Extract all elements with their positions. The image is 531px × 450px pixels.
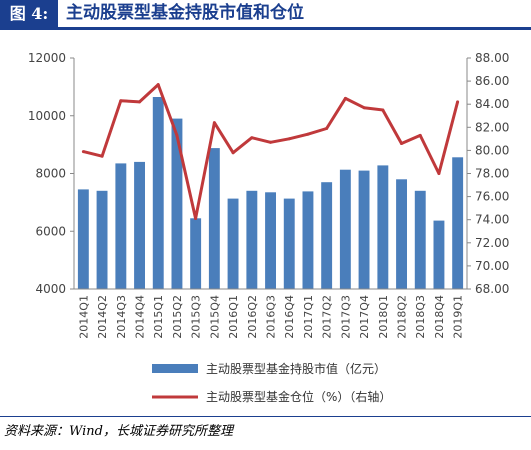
line-point	[156, 83, 160, 87]
x-tick-label: 2018Q2	[396, 295, 409, 339]
line-point	[437, 172, 441, 175]
line-point	[175, 133, 179, 137]
line-point	[287, 137, 291, 141]
bar	[77, 189, 89, 289]
line-point	[362, 106, 366, 110]
x-tick-label: 2015Q2	[171, 295, 184, 339]
line-point	[381, 108, 385, 112]
bar	[246, 190, 258, 289]
line-point	[81, 150, 85, 154]
right-tick-label: 82.00	[475, 120, 509, 134]
bar	[96, 190, 108, 289]
line-point	[456, 100, 460, 104]
line-point	[231, 151, 235, 155]
bar	[377, 165, 389, 289]
left-tick-label: 12000	[28, 51, 66, 65]
x-tick-label: 2017Q4	[358, 295, 371, 339]
bar	[134, 161, 145, 289]
figure-title: 主动股票型基金持股市值和仓位	[66, 3, 304, 23]
x-tick-label: 2015Q3	[190, 295, 203, 339]
right-tick-label: 86.00	[475, 74, 509, 88]
bar	[190, 218, 202, 289]
bar	[152, 97, 164, 289]
right-tick-label: 76.00	[475, 190, 509, 204]
bar	[208, 148, 220, 289]
bar	[433, 220, 445, 289]
bar	[321, 182, 333, 289]
right-tick-label: 74.00	[475, 213, 509, 227]
legend-line-label: 主动股票型基金仓位（%）（右轴）	[206, 389, 391, 404]
source-divider	[0, 416, 531, 417]
x-tick-label: 2017Q3	[339, 295, 352, 339]
left-tick-label: 10000	[28, 109, 66, 123]
right-tick-label: 88.00	[475, 51, 509, 65]
x-tick-label: 2018Q3	[414, 295, 427, 339]
legend-bar-label: 主动股票型基金持股市值（亿元）	[206, 361, 386, 376]
x-tick-label: 2015Q1	[152, 295, 165, 339]
line-point	[119, 99, 123, 103]
line-point	[269, 140, 272, 144]
line-point	[418, 133, 422, 137]
x-tick-label: 2018Q1	[377, 295, 390, 339]
x-tick-label: 2018Q4	[433, 295, 446, 339]
right-tick-label: 68.00	[475, 282, 509, 296]
left-tick-label: 8000	[35, 167, 66, 181]
bar	[358, 170, 370, 289]
x-tick-label: 2016Q2	[246, 295, 259, 339]
bar	[283, 198, 295, 289]
x-tick-label: 2016Q4	[283, 295, 296, 339]
bar	[115, 163, 127, 289]
x-tick-label: 2014Q3	[115, 295, 128, 339]
right-tick-label: 78.00	[475, 167, 509, 181]
bar	[339, 169, 351, 289]
bar	[302, 191, 314, 289]
right-tick-label: 72.00	[475, 236, 509, 250]
x-tick-label: 2014Q4	[134, 295, 147, 339]
bar	[452, 157, 464, 289]
legend-bar-swatch	[152, 364, 198, 373]
line-point	[194, 217, 198, 220]
line-point	[306, 132, 310, 136]
x-tick-label: 2014Q2	[96, 295, 109, 339]
left-tick-label: 4000	[35, 282, 66, 296]
right-tick-label: 80.00	[475, 143, 509, 157]
figure-header: 图 4: 主动股票型基金持股市值和仓位	[0, 0, 531, 30]
line-point	[343, 96, 347, 100]
bar	[414, 190, 426, 289]
bar	[265, 192, 276, 289]
x-tick-label: 2017Q2	[321, 295, 334, 339]
x-tick-label: 2017Q1	[302, 295, 315, 339]
source-note: 资料来源：Wind，长城证券研究所整理	[4, 424, 233, 439]
line-point	[400, 142, 403, 145]
left-tick-label: 6000	[35, 224, 66, 238]
figure-label: 图 4:	[0, 0, 58, 27]
line-point	[138, 100, 141, 104]
line-point	[212, 121, 216, 125]
combo-chart: 4000 6000 8000 10000 12000 68.00 70.00 72.00 74.…	[28, 51, 510, 404]
x-tick-label: 2016Q1	[227, 295, 240, 339]
right-tick-label: 84.00	[475, 97, 509, 111]
x-tick-label: 2015Q4	[208, 295, 221, 339]
x-tick-label: 2014Q1	[77, 295, 90, 339]
line-point	[100, 154, 104, 158]
right-tick-label: 70.00	[475, 259, 509, 273]
line-point	[250, 136, 254, 140]
bar	[227, 198, 239, 289]
x-tick-label: 2019Q1	[452, 295, 465, 339]
line-point	[325, 127, 329, 130]
bar	[171, 118, 183, 289]
bar	[396, 179, 407, 289]
x-tick-label: 2016Q3	[265, 295, 278, 339]
